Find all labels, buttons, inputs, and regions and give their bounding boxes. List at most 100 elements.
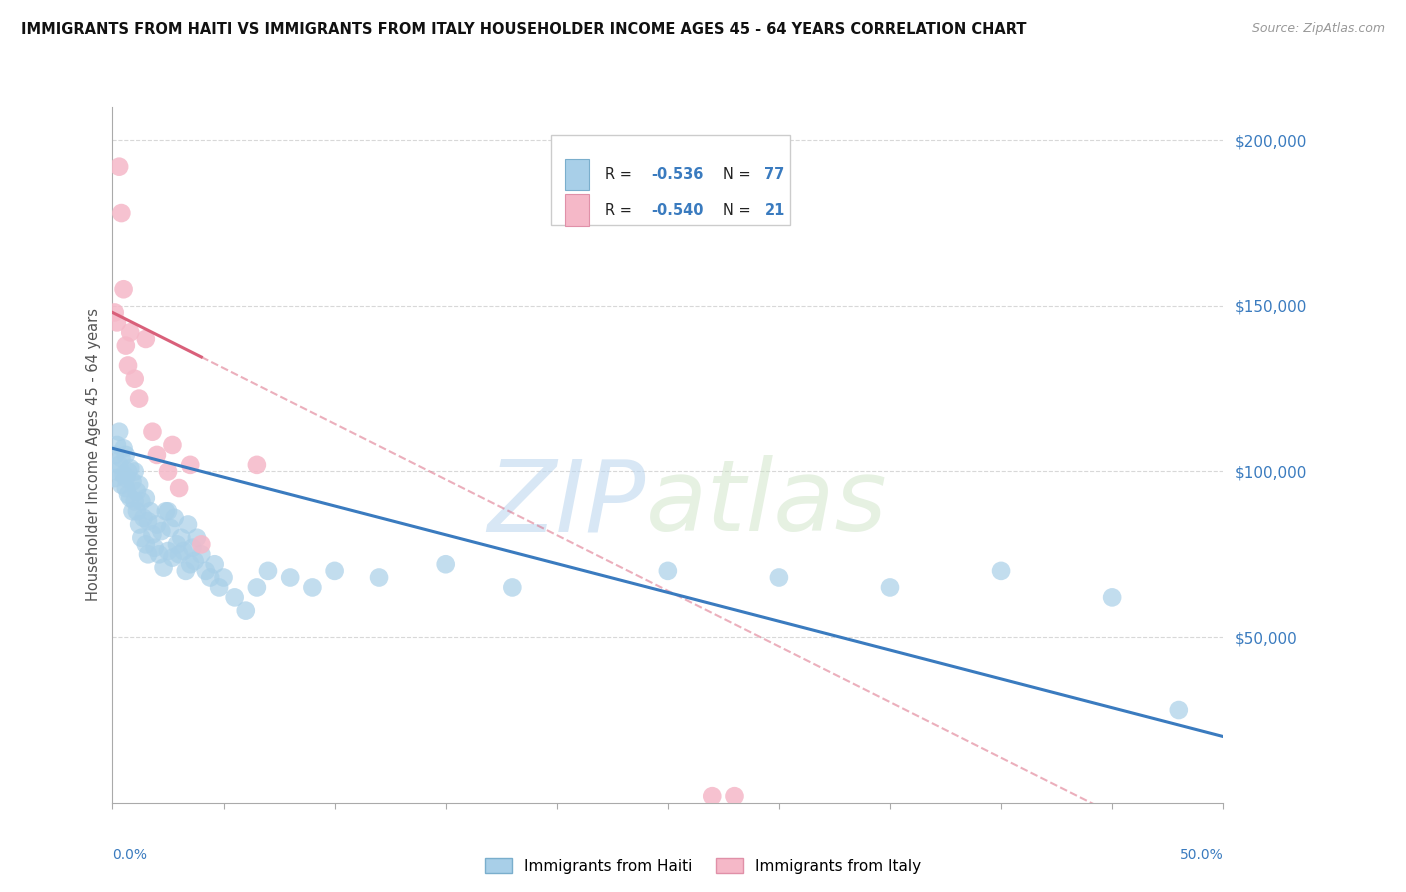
Point — [990, 564, 1012, 578]
Point — [104, 471, 127, 485]
Point — [212, 570, 235, 584]
Point — [108, 458, 131, 472]
Point — [173, 544, 195, 558]
Point — [124, 465, 146, 479]
Text: 0.0%: 0.0% — [112, 848, 148, 862]
Point — [135, 491, 157, 505]
Point — [108, 160, 131, 174]
Text: IMMIGRANTS FROM HAITI VS IMMIGRANTS FROM ITALY HOUSEHOLDER INCOME AGES 45 - 64 Y: IMMIGRANTS FROM HAITI VS IMMIGRANTS FROM… — [21, 22, 1026, 37]
Point — [141, 527, 163, 541]
Point — [162, 438, 184, 452]
Point — [104, 305, 127, 319]
Point — [124, 494, 146, 508]
Point — [125, 504, 148, 518]
Point — [128, 477, 150, 491]
Point — [124, 372, 146, 386]
Bar — [565, 194, 589, 226]
Text: 77: 77 — [765, 167, 785, 182]
Point — [120, 491, 142, 505]
Point — [179, 458, 201, 472]
Point — [174, 564, 197, 578]
Text: R =: R = — [605, 167, 636, 182]
Point — [179, 558, 201, 572]
Point — [157, 504, 180, 518]
Point — [105, 315, 128, 329]
Point — [139, 504, 162, 518]
Text: Source: ZipAtlas.com: Source: ZipAtlas.com — [1251, 22, 1385, 36]
Point — [181, 541, 204, 555]
Point — [278, 570, 301, 584]
Point — [434, 558, 457, 572]
Point — [150, 524, 173, 538]
Point — [112, 442, 135, 456]
Point — [117, 359, 139, 373]
Point — [108, 425, 131, 439]
Point — [301, 581, 323, 595]
Point — [235, 604, 257, 618]
Point — [105, 438, 128, 452]
Point — [167, 547, 190, 561]
Point — [224, 591, 246, 605]
Point — [132, 511, 155, 525]
Point — [114, 481, 136, 495]
Point — [114, 471, 136, 485]
FancyBboxPatch shape — [551, 135, 790, 226]
Point — [170, 531, 193, 545]
Point — [117, 488, 139, 502]
Point — [177, 517, 200, 532]
Point — [159, 521, 181, 535]
Point — [146, 517, 169, 532]
Point — [166, 537, 188, 551]
Point — [323, 564, 346, 578]
Point — [135, 332, 157, 346]
Point — [128, 517, 150, 532]
Point — [657, 564, 679, 578]
Point — [246, 458, 269, 472]
Text: 50.0%: 50.0% — [1180, 848, 1223, 862]
Text: -0.536: -0.536 — [651, 167, 703, 182]
Point — [125, 484, 148, 499]
Point — [136, 514, 159, 528]
Point — [162, 550, 184, 565]
Point — [204, 558, 226, 572]
Point — [110, 477, 132, 491]
Text: N =: N = — [724, 167, 755, 182]
Point — [190, 547, 212, 561]
Point — [200, 570, 222, 584]
Point — [131, 531, 153, 545]
Point — [117, 465, 139, 479]
Point — [1101, 591, 1123, 605]
Legend: Immigrants from Haiti, Immigrants from Italy: Immigrants from Haiti, Immigrants from I… — [478, 852, 928, 880]
Point — [128, 392, 150, 406]
Point — [190, 537, 212, 551]
Point — [157, 465, 180, 479]
Point — [110, 206, 132, 220]
Point — [152, 560, 174, 574]
Y-axis label: Householder Income Ages 45 - 64 years: Householder Income Ages 45 - 64 years — [86, 309, 101, 601]
Point — [114, 448, 136, 462]
Point — [246, 581, 269, 595]
Point — [141, 425, 163, 439]
Point — [257, 564, 280, 578]
Text: -0.540: -0.540 — [651, 202, 703, 218]
Point — [167, 481, 190, 495]
Point — [143, 541, 166, 555]
Point — [163, 511, 186, 525]
Point — [194, 564, 217, 578]
Point — [120, 461, 142, 475]
Point — [121, 475, 143, 489]
Point — [879, 581, 901, 595]
Point — [723, 789, 745, 804]
Point — [768, 570, 790, 584]
Text: atlas: atlas — [645, 455, 887, 552]
Point — [155, 504, 177, 518]
Point — [157, 544, 180, 558]
Text: R =: R = — [605, 202, 636, 218]
Point — [112, 467, 135, 482]
Point — [368, 570, 391, 584]
Point — [131, 494, 153, 508]
Point — [120, 326, 142, 340]
Point — [136, 547, 159, 561]
Point — [501, 581, 523, 595]
Point — [112, 282, 135, 296]
